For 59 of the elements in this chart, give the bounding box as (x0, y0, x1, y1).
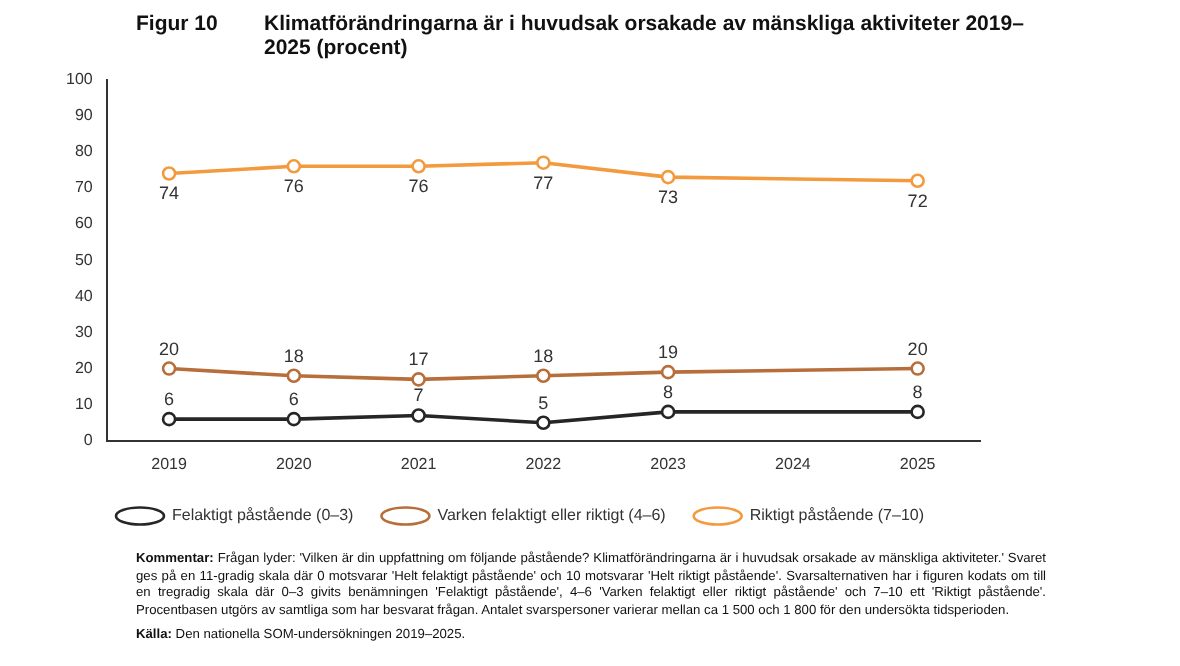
y-tick-label: 20 (74, 358, 94, 377)
point (660, 404, 676, 420)
point (660, 364, 676, 380)
y-tick-label: 10 (74, 395, 94, 414)
data-label: 76 (283, 176, 304, 197)
y-tick-label: 90 (74, 106, 94, 125)
data-label: 6 (288, 389, 299, 410)
x-tick-label: 2023 (650, 454, 687, 473)
legend-label: Varken felaktigt eller riktigt (4–6) (437, 506, 667, 525)
y-tick-label: 30 (74, 322, 94, 341)
data-label: 76 (408, 176, 429, 197)
data-label: 77 (533, 172, 554, 193)
y-tick-label: 80 (74, 142, 94, 161)
point (286, 158, 302, 174)
data-label: 8 (663, 381, 674, 402)
point (161, 411, 177, 427)
point (536, 155, 551, 170)
point (910, 404, 925, 420)
data-label: 7 (413, 385, 424, 406)
data-label: 17 (408, 349, 429, 370)
data-label: 20 (159, 338, 180, 359)
data-label: 20 (907, 338, 928, 359)
point (536, 368, 551, 384)
x-tick-label: 2019 (151, 454, 188, 473)
y-tick-label: 50 (74, 250, 94, 269)
data-label: 6 (164, 389, 175, 410)
legend-label: Riktigt påstående (7–10) (749, 506, 925, 525)
data-label: 18 (533, 345, 554, 366)
data-label: 73 (658, 187, 679, 208)
y-tick-label: 60 (74, 214, 94, 233)
point (910, 173, 925, 189)
point (660, 169, 676, 185)
chart-title: Figur 10 (136, 12, 220, 40)
y-tick-label: 0 (83, 431, 94, 450)
x-tick-label: 2025 (899, 454, 937, 473)
x-tick-label: 2022 (525, 454, 563, 473)
x-tick-label: 2021 (400, 454, 438, 473)
point (411, 372, 426, 387)
legend-label: Felaktigt påstående (0–3) (171, 506, 355, 525)
data-label: 18 (283, 345, 304, 366)
x-tick-label: 2024 (775, 454, 812, 473)
point (411, 158, 426, 174)
point (411, 408, 426, 423)
point (286, 411, 302, 427)
chart-subtitle: Klimatförändringarna är i huvudsak orsakade av mänskliga aktiviteter 2019–2025 (procent) (264, 12, 1026, 60)
point (286, 368, 302, 384)
y-tick-label: 40 (74, 286, 94, 305)
point (161, 361, 177, 376)
data-label: 19 (658, 342, 679, 363)
data-label: 72 (907, 190, 928, 211)
point (910, 361, 925, 376)
data-label: 5 (538, 392, 549, 413)
x-tick-label: 2020 (276, 454, 313, 473)
data-label: 74 (159, 183, 180, 204)
point (161, 166, 177, 181)
y-tick-label: 100 (65, 70, 94, 89)
point (536, 415, 551, 431)
data-label: 8 (912, 381, 923, 402)
y-tick-label: 70 (74, 178, 94, 197)
